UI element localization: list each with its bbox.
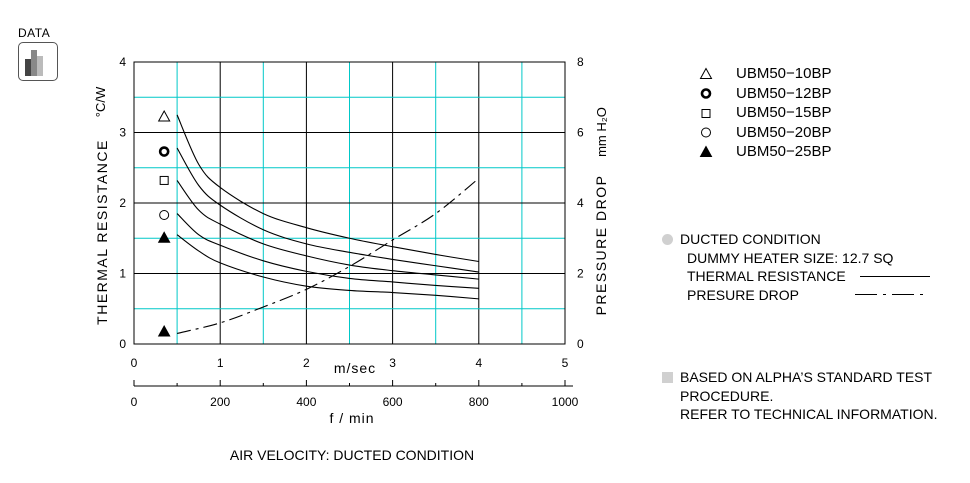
triangle-filled-icon (699, 145, 713, 157)
x-fpm-tick-label: 400 (296, 395, 316, 409)
test-note: BASED ON ALPHA’S STANDARD TEST PROCEDURE… (662, 368, 937, 424)
x-fpm-tick-label: 200 (210, 395, 230, 409)
logo-text: DATA (18, 26, 51, 40)
x-ms-tick-label: 0 (131, 356, 138, 370)
y-axis-left-unit: °C/W (93, 86, 108, 117)
pressure-drop-line (176, 177, 480, 334)
legend-label: UBM50−25BP (736, 143, 832, 160)
bullet-icon (662, 233, 673, 245)
legend-label: UBM50−12BP (736, 84, 832, 102)
circle-bold-icon (700, 88, 712, 100)
x-ms-tick-label: 4 (475, 356, 482, 370)
y-left-tick-label: 4 (119, 55, 126, 69)
x-axis-fpm-label: f / min (329, 410, 374, 426)
y-right-tick-label: 4 (577, 196, 584, 210)
thermal-legend-row: THERMAL RESISTANCE (662, 267, 930, 286)
series-line-2 (176, 147, 479, 273)
x-ms-tick-label: 5 (562, 356, 569, 370)
y-axis-right-label: PRESSURE DROP (593, 175, 609, 316)
data-marker-square-open (159, 175, 169, 185)
x-fpm-tick-label: 800 (469, 395, 489, 409)
legend-item: UBM50−25BP (698, 142, 831, 162)
chart-legend: UBM50−10BP UBM50−12BP UBM50−15BP UBM50−20BP… (698, 64, 831, 162)
solid-line-sample (859, 275, 930, 277)
y-axis-right-unit: mm H₂O (594, 107, 609, 157)
legend-marker (701, 108, 711, 118)
data-logo: DATA (18, 26, 58, 81)
pressure-legend-row: PRESURE DROP (662, 286, 930, 305)
y-left-tick-label: 1 (119, 267, 126, 281)
y-axis-left-label: THERMAL RESISTANCE (94, 139, 110, 325)
thermal-legend-text: THERMAL RESISTANCE (687, 268, 846, 284)
note-text-1: BASED ON ALPHA’S STANDARD TEST (680, 369, 933, 385)
data-marker-circle-open (159, 209, 170, 220)
note-text-2: PROCEDURE. (680, 387, 774, 404)
legend-item: UBM50−10BP (698, 64, 831, 84)
legend-label: UBM50−15BP (736, 104, 832, 121)
x-fpm-tick-label: 600 (383, 395, 403, 409)
legend-item: UBM50−12BP (698, 84, 831, 104)
bullet-icon (662, 371, 673, 383)
heater-size-row: DUMMY HEATER SIZE: 12.7 SQ (662, 249, 930, 268)
y-right-tick-label: 0 (577, 337, 584, 351)
series-line-3 (176, 180, 479, 280)
x-axis-title: AIR VELOCITY: DUCTED CONDITION (230, 447, 474, 463)
plot-frame (133, 61, 566, 345)
x-ms-tick-label: 3 (389, 356, 396, 370)
triangle-open-icon (699, 67, 713, 79)
series-line-1 (176, 114, 479, 263)
y-right-tick-label: 8 (577, 55, 584, 69)
pressure-legend-text: PRESURE DROP (687, 286, 800, 303)
test-conditions: DUCTED CONDITION DUMMY HEATER SIZE: 12.7… (662, 230, 930, 304)
x-fpm-tick-label: 0 (131, 395, 138, 409)
legend-marker (699, 145, 713, 157)
legend-item: UBM50−20BP (698, 123, 831, 143)
dashed-line-sample (855, 294, 926, 296)
x-fpm-tick-label: 1000 (552, 395, 579, 409)
note-line-1: BASED ON ALPHA’S STANDARD TEST (662, 368, 937, 387)
y-right-tick-label: 6 (577, 126, 584, 140)
series-line-4 (176, 213, 479, 289)
legend-marker (700, 88, 712, 100)
y-left-tick-label: 0 (119, 337, 126, 351)
legend-label: UBM50−10BP (736, 65, 832, 82)
y-left-tick-label: 2 (119, 196, 126, 210)
data-marker-triangle-filled (157, 324, 171, 337)
note-text-3: REFER TO TECHNICAL INFORMATION. (680, 406, 938, 422)
heater-size-text: DUMMY HEATER SIZE: 12.7 SQ (687, 249, 894, 266)
legend-label: UBM50−20BP (736, 123, 832, 141)
square-open-icon (701, 108, 711, 118)
x-ms-tick-label: 2 (303, 356, 310, 370)
x-axis-ms-label: m/sec (334, 360, 376, 376)
series-line-5 (176, 234, 479, 300)
y-left-tick-label: 3 (119, 126, 126, 140)
y-right-tick-label: 2 (577, 267, 584, 281)
bar-chart-icon (18, 42, 58, 81)
data-marker-triangle-open (157, 109, 171, 122)
x-ms-tick-label: 1 (217, 356, 224, 370)
legend-marker (701, 127, 711, 138)
data-marker-circle-bold (158, 146, 170, 157)
circle-open-icon (701, 127, 711, 138)
ducted-condition-row: DUCTED CONDITION (662, 230, 930, 249)
data-marker-triangle-filled (157, 231, 171, 243)
legend-item: UBM50−15BP (698, 103, 831, 123)
ducted-condition-title: DUCTED CONDITION (680, 231, 821, 247)
legend-marker (699, 67, 713, 79)
